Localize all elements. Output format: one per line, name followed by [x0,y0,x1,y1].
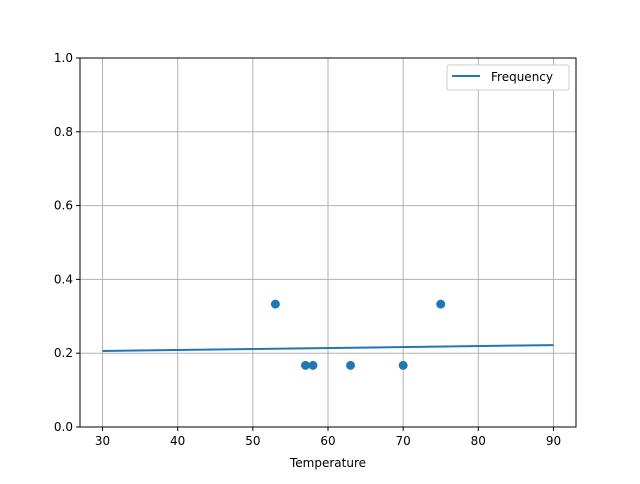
marks [102,299,554,370]
series-line-frequency [102,344,554,352]
legend-box [446,64,570,91]
scatter-point [398,360,408,370]
y-tick-label: 0.2 [54,346,73,360]
x-axis-label: Temperature [289,456,366,470]
x-tick-label: 80 [471,434,486,448]
x-tick-label: 30 [95,434,110,448]
x-tick-label: 60 [320,434,335,448]
y-tick-label: 0.4 [54,272,73,286]
scatter-point [308,360,318,370]
legend-label: Frequency [491,70,553,84]
y-tick-label: 1.0 [54,51,73,65]
x-tick-label: 90 [546,434,561,448]
scatter-point [346,360,356,370]
y-tick-label: 0.8 [54,125,73,139]
x-tick-label: 40 [170,434,185,448]
scatter-point [270,299,280,309]
legend: Frequency [446,64,570,91]
x-tick-label: 70 [396,434,411,448]
y-tick-label: 0.6 [54,199,73,213]
scatter-point [300,360,310,370]
y-tick-label: 0.0 [54,420,73,434]
scatter-point [436,299,446,309]
ticks: 30 40 50 60 70 80 90 0.0 0.2 0.4 0.6 0.8 1.0 [54,51,561,448]
x-tick-label: 50 [245,434,260,448]
